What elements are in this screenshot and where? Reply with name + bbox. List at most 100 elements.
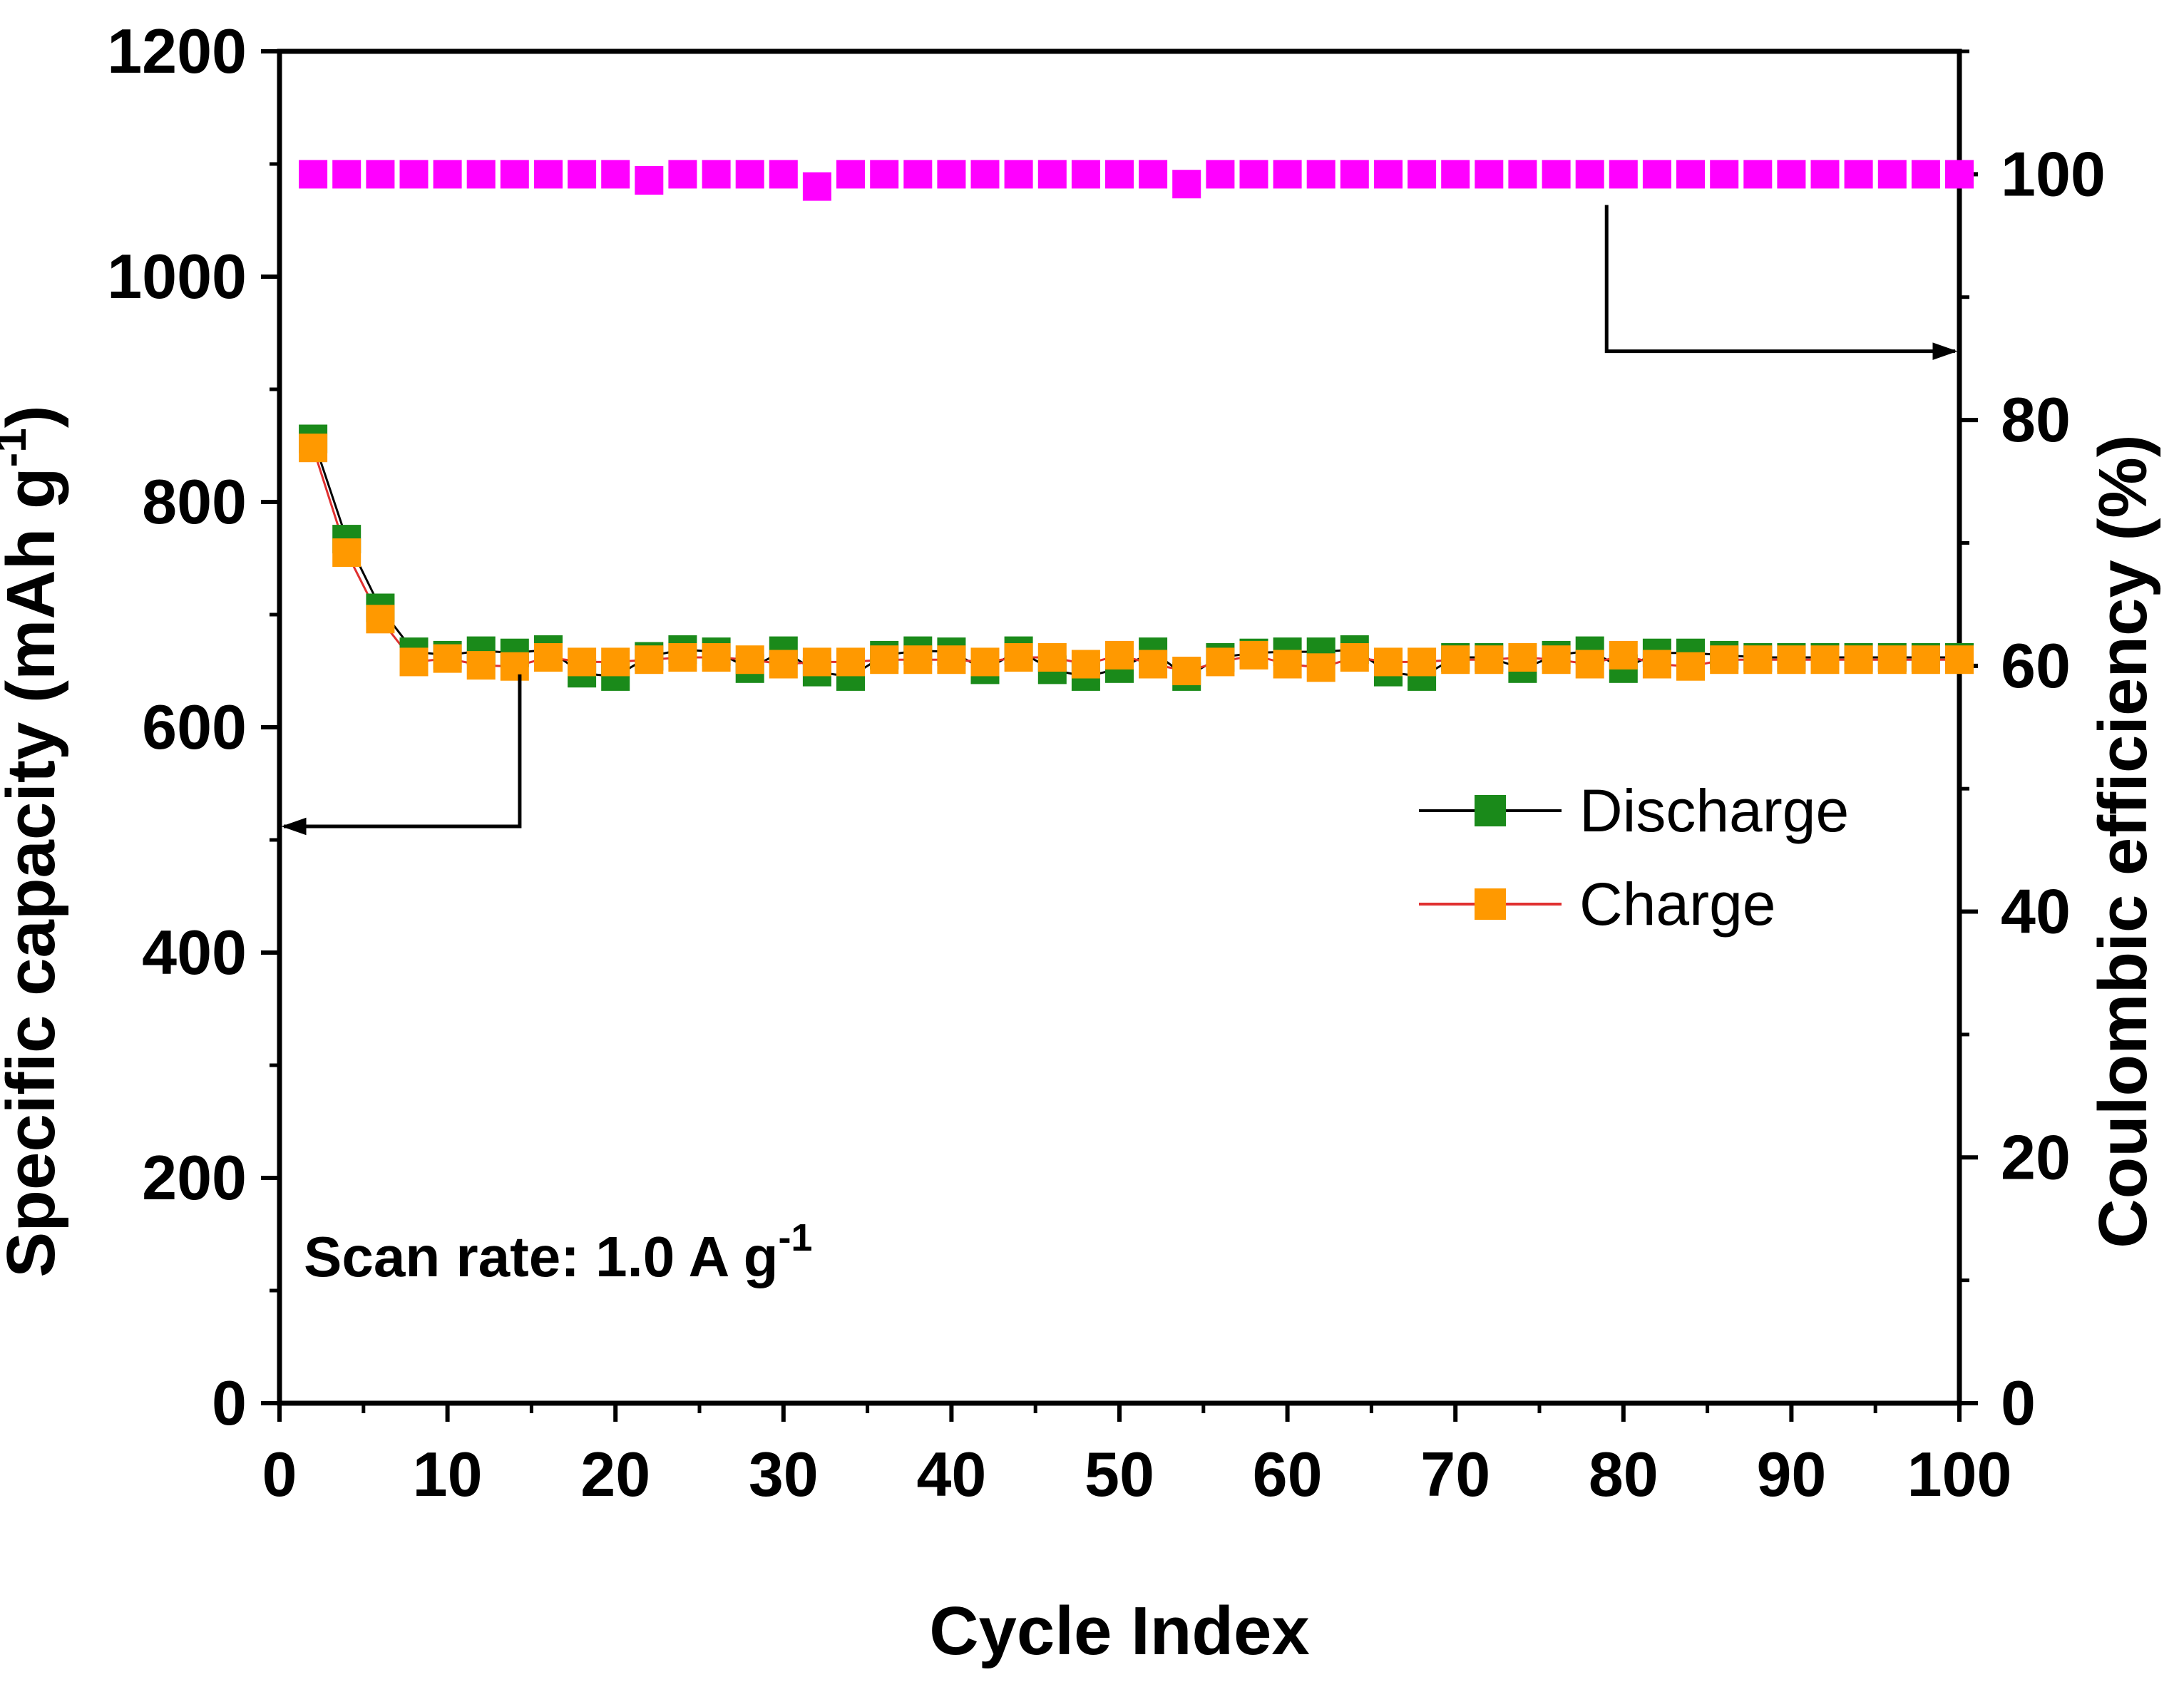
coulombic-efficiency-point xyxy=(1475,160,1504,189)
charge-point xyxy=(1037,643,1067,672)
charge-point xyxy=(769,650,798,679)
capacity-axis-arrow xyxy=(281,674,522,836)
charge-point xyxy=(1945,645,1974,675)
charge-point xyxy=(466,651,496,680)
charge-point xyxy=(1743,645,1773,675)
y-left-tick-label: 1000 xyxy=(107,241,247,312)
coulombic-efficiency-point xyxy=(1743,160,1773,189)
y-right-tick-label: 60 xyxy=(2001,630,2071,701)
plot-frame xyxy=(277,48,1962,1406)
charge-point xyxy=(1575,650,1604,679)
coulombic-efficiency-point xyxy=(1777,160,1806,189)
y-right-tick-label: 20 xyxy=(2001,1122,2071,1192)
coulombic-efficiency-point xyxy=(1810,160,1840,189)
ticks: 0 10 20 30 40 50 60 70 80 90 100020040060080010001… xyxy=(107,16,2106,1509)
coulombic-efficiency-point xyxy=(802,172,831,201)
coulombic-efficiency-point xyxy=(1037,160,1067,189)
y-right-tick-label: 40 xyxy=(2001,876,2071,947)
coulombic-efficiency-point xyxy=(1139,160,1168,189)
y-left-tick-label: 400 xyxy=(142,917,247,988)
charge-point xyxy=(1408,647,1437,677)
charge-point xyxy=(668,643,697,672)
coulombic-efficiency-point xyxy=(635,166,664,195)
series-points xyxy=(299,160,1974,691)
y-left-tick-label: 200 xyxy=(142,1142,247,1213)
legend-charge-marker xyxy=(1475,888,1506,920)
charge-point xyxy=(1542,645,1571,675)
charge-point xyxy=(1911,645,1940,675)
coulombic-efficiency-point xyxy=(1441,160,1470,189)
coulombic-efficiency-point xyxy=(870,160,899,189)
coulombic-efficiency-point xyxy=(568,160,597,189)
x-tick-label: 30 xyxy=(749,1439,819,1509)
coulombic-efficiency-point xyxy=(937,160,966,189)
efficiency-axis-arrow xyxy=(1604,205,1958,360)
charge-point xyxy=(500,652,529,681)
y-right-tick-label: 0 xyxy=(2001,1368,2036,1438)
y-right-axis-title: Coulombic efficiency (%) xyxy=(2085,434,2161,1248)
legend: Discharge Charge xyxy=(1419,777,1849,938)
y-left-axis-title: Specific capacity (mAh g-1) xyxy=(0,405,69,1277)
charge-point xyxy=(1508,643,1537,672)
charge-point xyxy=(1609,640,1638,670)
coulombic-efficiency-point xyxy=(1844,160,1873,189)
coulombic-efficiency-point xyxy=(1374,160,1403,189)
coulombic-efficiency-point xyxy=(1273,160,1302,189)
charge-point xyxy=(568,647,597,677)
coulombic-efficiency-point xyxy=(1676,160,1705,189)
charge-point xyxy=(1810,645,1840,675)
charge-point xyxy=(903,645,933,675)
charge-point xyxy=(1710,645,1739,675)
charge-point xyxy=(1877,645,1907,675)
coulombic-efficiency-point xyxy=(1642,160,1671,189)
x-tick-label: 80 xyxy=(1589,1439,1658,1509)
x-tick-label: 70 xyxy=(1420,1439,1490,1509)
charge-point xyxy=(802,647,831,677)
charge-point xyxy=(702,643,731,672)
coulombic-efficiency-point xyxy=(903,160,933,189)
charge-point xyxy=(1105,640,1134,670)
coulombic-efficiency-point xyxy=(399,160,429,189)
scan-rate-main: Scan rate: 1.0 A g xyxy=(304,1225,778,1288)
coulombic-efficiency-point xyxy=(332,160,362,189)
charge-point xyxy=(1340,643,1369,672)
x-tick-label: 90 xyxy=(1756,1439,1826,1509)
charge-point xyxy=(1306,653,1335,682)
y-right-tick-label: 80 xyxy=(2001,384,2071,455)
charge-point xyxy=(870,645,899,675)
charge-point xyxy=(1676,652,1705,681)
charge-point xyxy=(1206,647,1235,677)
coulombic-efficiency-point xyxy=(1206,160,1235,189)
coulombic-efficiency-point xyxy=(1239,160,1268,189)
charge-point xyxy=(1441,645,1470,675)
coulombic-efficiency-point xyxy=(1004,160,1033,189)
coulombic-efficiency-point xyxy=(500,160,529,189)
charge-point xyxy=(1004,643,1033,672)
coulombic-efficiency-point xyxy=(769,160,798,189)
arrows xyxy=(281,205,1958,836)
coulombic-efficiency-point xyxy=(601,160,630,189)
charge-point xyxy=(735,645,764,675)
coulombic-efficiency-point xyxy=(1911,160,1940,189)
coulombic-efficiency-point xyxy=(1508,160,1537,189)
coulombic-efficiency-point xyxy=(836,160,865,189)
y-right-tick-label: 100 xyxy=(2001,138,2106,209)
coulombic-efficiency-point xyxy=(433,160,462,189)
coulombic-efficiency-point xyxy=(1172,170,1201,199)
coulombic-efficiency-point xyxy=(1105,160,1134,189)
coulombic-efficiency-point xyxy=(1945,160,1974,189)
charge-point xyxy=(1777,645,1806,675)
charge-point xyxy=(1844,645,1873,675)
coulombic-efficiency-point xyxy=(1609,160,1638,189)
x-tick-label: 20 xyxy=(580,1439,650,1509)
charge-point xyxy=(601,647,630,677)
coulombic-efficiency-point xyxy=(668,160,697,189)
coulombic-efficiency-point xyxy=(534,160,563,189)
coulombic-efficiency-point xyxy=(466,160,496,189)
charge-point xyxy=(937,645,966,675)
axes xyxy=(277,48,1962,1406)
coulombic-efficiency-point xyxy=(1408,160,1437,189)
y-left-tick-label: 0 xyxy=(212,1368,247,1438)
x-axis-title: Cycle Index xyxy=(929,1593,1310,1669)
